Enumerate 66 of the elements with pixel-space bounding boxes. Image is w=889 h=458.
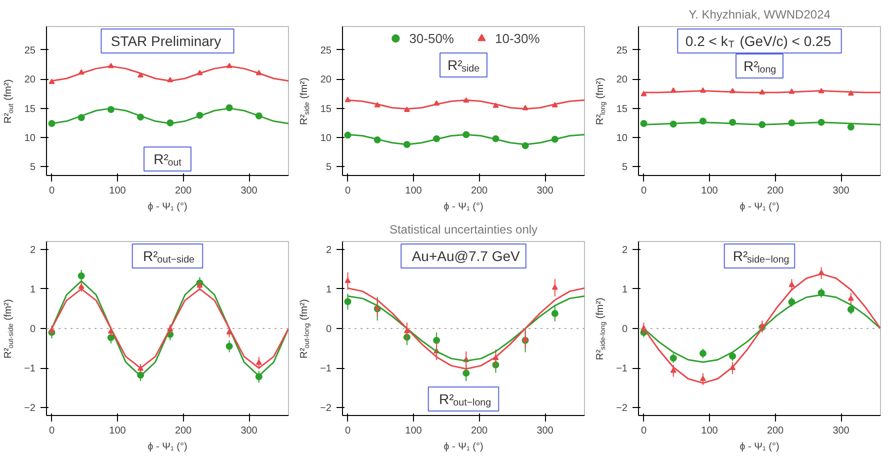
y-tick-label: 1 [326,284,332,296]
y-tick-label: 20 [24,74,36,86]
chart-title: Statistical uncertainties only [389,222,538,236]
x-tick-label: 200 [766,186,784,196]
y-tick-label: −2 [320,403,332,414]
y-tick-label: 10 [24,133,36,144]
x-tick-label: 300 [240,186,258,196]
x-tick-label: 100 [109,426,126,436]
x-tick-label: 200 [174,186,192,196]
x-tick-label: 100 [405,426,422,436]
y-tick-label: 15 [24,104,36,115]
y-tick-label: 25 [320,45,332,56]
x-tick-label: 0 [640,186,647,196]
x-tick-label: 100 [701,426,718,436]
legend-label: 30-50% [409,30,454,46]
y-tick-label: 0 [30,324,36,335]
x-tick-label: 300 [240,426,258,436]
y-tick-label: 10 [616,133,628,144]
y-tick-label: 2 [622,244,628,256]
annotation: STAR Preliminary [110,33,222,49]
y-tick-label: −2 [24,403,36,414]
y-tick-label: 0 [622,324,628,335]
x-tick-label: 300 [832,426,850,436]
y-tick-label: 15 [320,104,332,115]
x-tick-label: 100 [109,186,126,196]
chart-title: Y. Khyzhniak, WWND2024 [688,8,831,22]
y-tick-label: −2 [616,403,628,414]
y-tick-label: −1 [24,364,36,375]
y-tick-label: 5 [326,162,332,174]
x-axis-title: ϕ - Ψ₁ (°) [740,442,780,452]
x-tick-label: 100 [405,186,422,196]
x-tick-label: 300 [536,186,554,196]
y-tick-label: 25 [24,45,36,56]
x-axis-title: ϕ - Ψ₁ (°) [148,202,188,212]
x-tick-label: 300 [832,186,850,196]
x-tick-label: 0 [344,186,351,196]
x-axis-title: ϕ - Ψ₁ (°) [148,442,188,452]
legend-label: 10-30% [495,30,540,46]
x-axis-title: ϕ - Ψ₁ (°) [740,202,780,212]
y-tick-label: 2 [326,244,332,256]
x-tick-label: 200 [470,186,488,196]
y-tick-label: 1 [622,284,628,296]
x-axis-title: ϕ - Ψ₁ (°) [444,202,484,212]
x-tick-label: 0 [48,426,55,436]
y-tick-label: 10 [320,133,332,144]
x-tick-label: 0 [640,426,647,436]
x-tick-label: 200 [174,426,192,436]
y-tick-label: −1 [320,364,332,375]
y-tick-label: 2 [30,244,36,256]
y-tick-label: 20 [320,74,332,86]
x-tick-label: 200 [470,426,488,436]
y-tick-label: −1 [616,364,628,375]
x-tick-label: 0 [48,186,55,196]
annotation: Au+Au@7.7 GeV [412,248,520,264]
y-tick-label: 25 [616,45,628,56]
y-tick-label: 20 [616,74,628,86]
x-tick-label: 0 [344,426,351,436]
y-tick-label: 5 [622,162,628,174]
x-axis-title: ϕ - Ψ₁ (°) [444,442,484,452]
x-tick-label: 100 [701,186,718,196]
y-tick-label: 5 [30,162,36,174]
x-tick-label: 200 [766,426,784,436]
x-tick-label: 300 [536,426,554,436]
y-tick-label: 0 [326,324,332,335]
y-tick-label: 15 [616,104,628,115]
y-tick-label: 1 [30,284,36,296]
